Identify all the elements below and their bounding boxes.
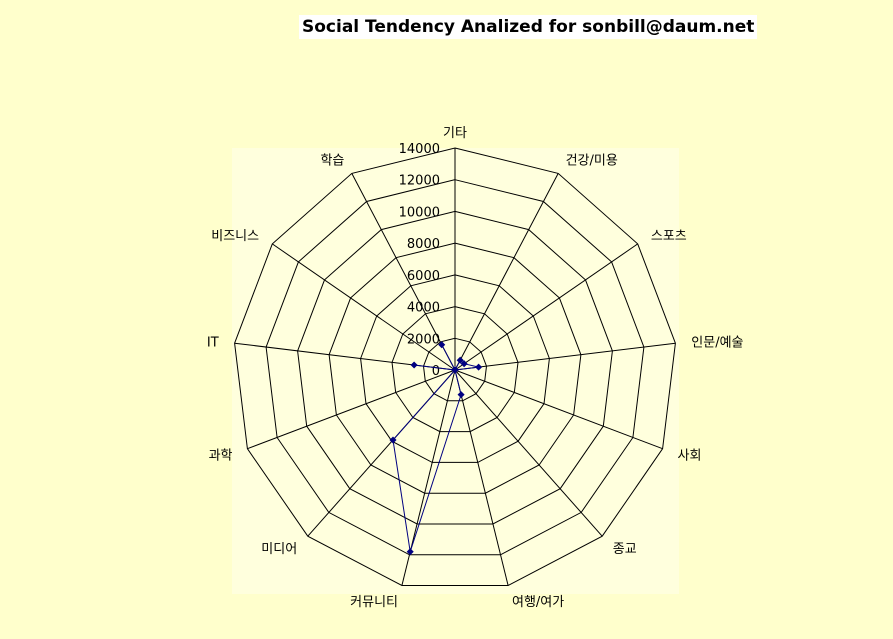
- data-point-12: [438, 341, 446, 349]
- category-label-6: 여행/여가: [512, 594, 564, 610]
- grid-ring-7: [234, 147, 676, 586]
- category-label-0: 기타: [443, 126, 467, 141]
- category-label-7: 커뮤니티: [350, 595, 398, 610]
- spoke-5: [454, 369, 603, 537]
- category-label-12: 학습: [320, 153, 344, 168]
- spoke-6: [454, 369, 509, 586]
- data-point-10: [410, 361, 418, 369]
- spoke-4: [454, 369, 663, 450]
- grid-ring-4: [328, 242, 582, 494]
- grid-ring-5: [297, 210, 613, 525]
- tick-label-6: 12000: [399, 174, 440, 189]
- data-point-6: [457, 391, 465, 399]
- category-label-2: 스포츠: [651, 229, 687, 244]
- tick-label-2: 4000: [407, 301, 440, 316]
- grid-ring-2: [391, 306, 519, 433]
- radial-tick-labels: 0 2000 4000 6000 8000 10000 12000 14000: [399, 142, 440, 379]
- category-label-8: 미디어: [261, 542, 297, 557]
- spoke-3: [454, 342, 676, 371]
- tick-label-4: 8000: [407, 237, 440, 252]
- chart-title: Social Tendency Analized for sonbill@dau…: [299, 15, 758, 39]
- category-label-9: 과학: [209, 448, 233, 463]
- spoke-2: [454, 243, 638, 371]
- tick-label-1: 2000: [407, 332, 440, 347]
- grid-ring-1: [422, 337, 488, 402]
- series-group: [389, 341, 483, 556]
- data-point-2: [460, 360, 468, 368]
- data-point-11: [451, 366, 459, 374]
- spoke-9: [247, 369, 456, 450]
- category-label-10: IT: [207, 335, 219, 350]
- data-point-1: [456, 356, 464, 364]
- data-point-7: [406, 548, 414, 556]
- tick-label-0: 0: [432, 364, 440, 379]
- radar-grid: [234, 147, 676, 586]
- spoke-1: [454, 173, 559, 371]
- spoke-11: [272, 243, 456, 371]
- category-label-1: 건강/미용: [566, 153, 618, 168]
- grid-ring-6: [265, 179, 645, 556]
- tick-label-5: 10000: [399, 205, 440, 220]
- category-label-4: 사회: [678, 448, 702, 463]
- tick-label-7: 14000: [399, 142, 440, 157]
- category-label-3: 인문/예술: [691, 335, 743, 350]
- data-point-8: [389, 436, 397, 444]
- tick-label-3: 6000: [407, 269, 440, 284]
- category-label-5: 종교: [613, 542, 637, 557]
- spoke-12: [351, 173, 456, 371]
- category-label-11: 비즈니스: [211, 229, 259, 244]
- grid-ring-3: [360, 274, 550, 463]
- data-point-3: [475, 363, 483, 371]
